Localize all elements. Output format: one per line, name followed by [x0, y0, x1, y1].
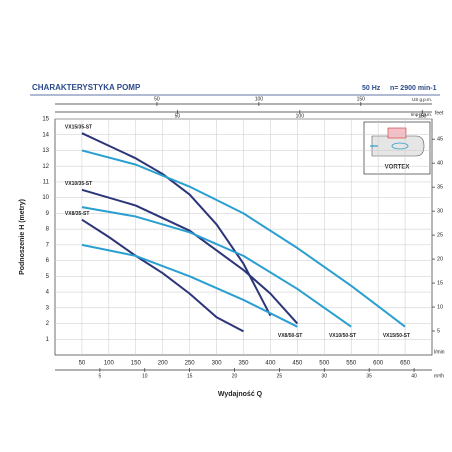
y-axis-label: Podnoszenie H (metry)	[19, 199, 26, 275]
x2-tick-label: 35	[366, 373, 372, 379]
y-tick-label: 8	[46, 227, 50, 233]
curve	[81, 188, 299, 325]
x-tick-label: 400	[265, 361, 276, 367]
x-tick-label: 600	[373, 361, 384, 367]
speed: n= 2900 min-1	[390, 85, 437, 92]
series-label: VX8/35-ST	[65, 211, 89, 217]
x2-tick-label: 15	[187, 373, 193, 379]
x2-unit: m³/h	[434, 373, 444, 379]
series-label: VX15/35-ST	[65, 124, 92, 130]
x-axis-label: Wydajność Q	[218, 391, 263, 398]
x3-tick-label: 50	[154, 96, 160, 102]
x2-tick-label: 40	[411, 373, 417, 379]
pump-body	[371, 135, 425, 157]
x-tick-label: 250	[185, 361, 196, 367]
curve	[81, 218, 244, 333]
y-tick-label: 1	[46, 337, 50, 343]
curve	[81, 149, 406, 328]
vortex-flow	[391, 142, 409, 150]
x-tick-label: 150	[131, 361, 142, 367]
y-tick-label: 3	[46, 305, 50, 311]
x2-tick-label: 5	[98, 373, 101, 379]
y2-tick-label: 5	[437, 328, 440, 334]
curve	[81, 243, 298, 328]
y-tick-label: 14	[42, 132, 49, 138]
x4-tick-label: 100	[296, 113, 305, 119]
y2-tick-label: 20	[437, 257, 443, 263]
y-tick-label: 4	[46, 290, 50, 296]
x2-tick-label: 10	[142, 373, 148, 379]
curve	[81, 206, 352, 328]
x2-tick-label: 20	[232, 373, 238, 379]
x-tick-label: 650	[400, 361, 411, 367]
y-tick-label: 5	[46, 274, 50, 280]
chart-title: CHARAKTERYSTYKA POMP	[32, 83, 141, 92]
y2-unit: feet	[435, 110, 444, 116]
y2-tick-label: 10	[437, 304, 443, 310]
y-tick-label: 7	[46, 242, 50, 248]
x3-tick-label: 100	[255, 96, 264, 102]
series-label: VX8/50-ST	[278, 333, 302, 339]
x3-unit: US g.p.m.	[412, 97, 432, 102]
y-tick-label: 13	[42, 148, 49, 154]
y2-tick-label: 30	[437, 209, 443, 215]
y2-tick-label: 35	[437, 185, 443, 191]
x2-tick-label: 25	[277, 373, 283, 379]
vortex-inset: VORTEX	[363, 121, 431, 175]
y-tick-label: 9	[46, 211, 50, 217]
impeller	[387, 127, 407, 139]
series-label: VX10/50-ST	[329, 333, 356, 339]
x-tick-label: 100	[104, 361, 115, 367]
inset-label: VORTEX	[385, 165, 410, 171]
y-tick-label: 2	[46, 321, 50, 327]
y2-tick-label: 25	[437, 233, 443, 239]
y2-tick-label: 40	[437, 161, 443, 167]
x-unit: l/min	[434, 349, 445, 355]
x3-tick-label: 150	[357, 96, 366, 102]
x4-tick-label: 150	[418, 113, 427, 119]
y-tick-label: 15	[42, 117, 49, 123]
x2-tick-label: 30	[322, 373, 328, 379]
y-tick-label: 10	[42, 195, 49, 201]
frequency: 50 Hz	[362, 85, 381, 92]
y2-tick-label: 45	[437, 137, 443, 143]
y2-tick-label: 15	[437, 281, 443, 287]
x-tick-label: 550	[346, 361, 357, 367]
curve	[81, 132, 272, 317]
x-tick-label: 300	[212, 361, 223, 367]
x4-tick-label: 50	[175, 113, 181, 119]
y-tick-label: 6	[46, 258, 50, 264]
y-tick-label: 11	[43, 180, 50, 186]
y-tick-label: 12	[42, 164, 49, 170]
series-label: VX15/50-ST	[383, 333, 410, 339]
x-tick-label: 200	[158, 361, 169, 367]
x-tick-label: 50	[79, 361, 86, 367]
x-tick-label: 500	[319, 361, 330, 367]
x4-unit: Imp g.p.m.	[411, 112, 432, 117]
x-tick-label: 350	[238, 361, 249, 367]
x-tick-label: 450	[292, 361, 303, 367]
series-label: VX10/35-ST	[65, 181, 92, 187]
